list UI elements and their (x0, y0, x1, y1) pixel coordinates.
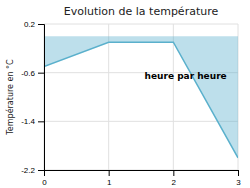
chart: 0 1 2 3 0.2 -0.6 -1.4 -2.2 heure par heure Evolut… (0, 0, 250, 188)
tick-label: 3 (236, 178, 241, 187)
tick: 0 (42, 170, 47, 187)
marks (44, 36, 238, 158)
tick-label: 0.2 (24, 20, 36, 29)
tick-mark (38, 121, 44, 122)
area (44, 36, 238, 158)
axis-line (38, 25, 45, 171)
tick-mark (38, 24, 44, 25)
tick: 0.2 (24, 20, 44, 29)
tick-label: -2.2 (21, 166, 35, 175)
tick-label: 0 (42, 178, 47, 187)
grid-line (108, 24, 109, 170)
tick-label: 1 (107, 178, 112, 187)
tick-mark (38, 73, 44, 74)
tick-label: -1.4 (21, 117, 35, 126)
y-axis: 0.2 -0.6 -1.4 -2.2 (21, 20, 44, 175)
line (44, 42, 238, 158)
y-axis-title: Température en °C (5, 59, 15, 136)
tick-mark (173, 170, 174, 176)
x-axis: 0 1 2 3 (42, 170, 241, 187)
annotation: heure par heure (145, 71, 227, 81)
grid-line (44, 121, 238, 122)
tick-label: -0.6 (21, 69, 35, 78)
grid-line (44, 24, 238, 25)
grid (44, 24, 238, 170)
title: Evolution de la température (64, 5, 219, 18)
tick: -2.2 (21, 166, 44, 175)
tick: -1.4 (21, 117, 44, 126)
tick: 1 (107, 170, 112, 187)
plot-area: 0 1 2 3 0.2 -0.6 -1.4 -2.2 heure par heure (21, 20, 241, 187)
tick-mark (238, 170, 239, 176)
axis-line (45, 171, 239, 177)
tick-mark (109, 170, 110, 176)
tick-label: 2 (172, 178, 177, 187)
tick: -0.6 (21, 69, 44, 78)
grid-line (173, 24, 174, 170)
tick-mark (38, 170, 44, 171)
tick: 2 (172, 170, 177, 187)
tick: 3 (236, 170, 241, 187)
